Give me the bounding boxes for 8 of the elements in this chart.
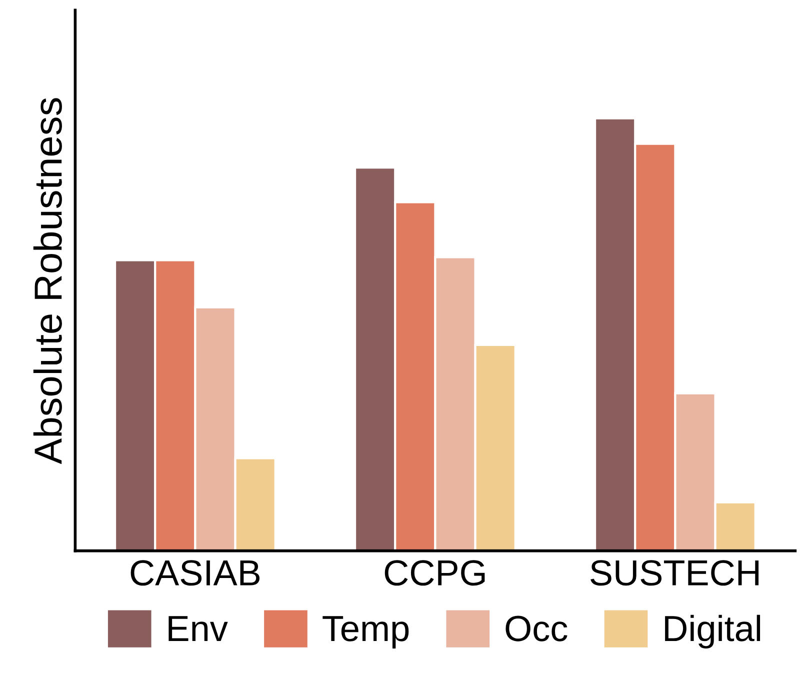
y-axis-title: Absolute Robustness: [33, 98, 62, 464]
x-tick-label: CASIAB: [130, 560, 260, 586]
x-tick-label: SUSTECH: [590, 560, 759, 586]
x-tick-label: CCPG: [384, 560, 485, 586]
legend-label: Occ: [506, 616, 568, 642]
legend-label: Digital: [665, 614, 760, 648]
legend-label: Temp: [322, 616, 409, 648]
legend-label: Env: [168, 616, 228, 642]
